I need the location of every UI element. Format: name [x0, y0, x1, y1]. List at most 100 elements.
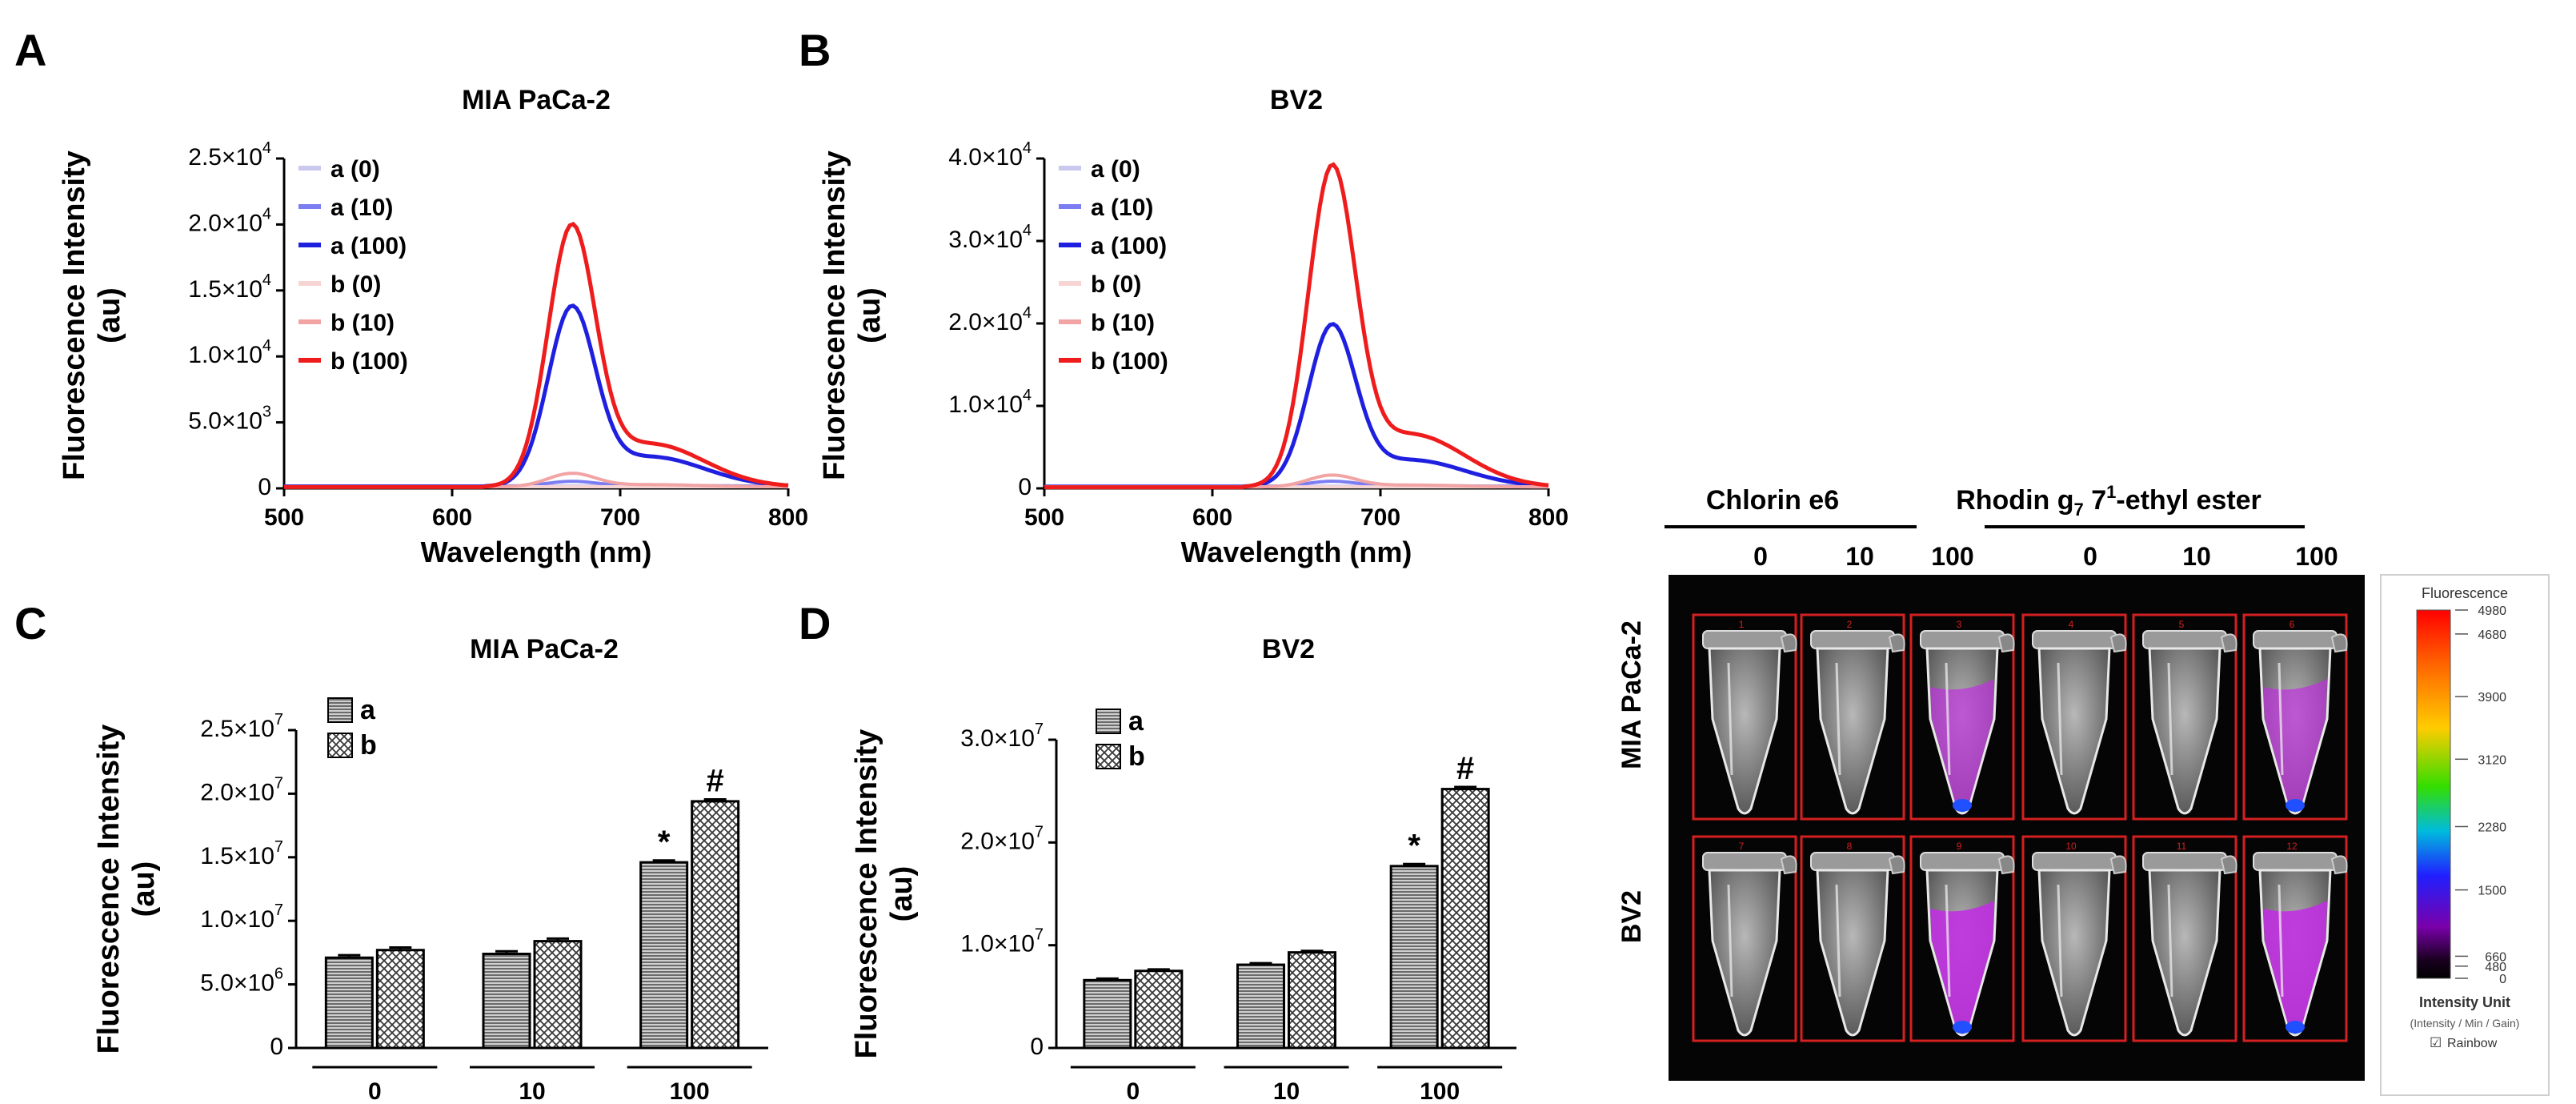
sample-tube: 11 [2132, 835, 2237, 1042]
tube-cap [1920, 630, 2005, 649]
chart-title: MIA PaCa-2 [462, 85, 611, 115]
roi-box [1909, 613, 2015, 821]
bar [1288, 951, 1336, 1050]
category-label: 0 [368, 1078, 382, 1104]
bar [1083, 978, 1132, 1050]
y-tick-label: 0 [1018, 474, 1032, 500]
concentration-label: 10 [1845, 542, 1874, 571]
tube-body [2148, 647, 2221, 815]
roi-number: 4 [2069, 619, 2074, 630]
sample-tube: 7 [1692, 835, 1797, 1042]
tube-cap [1810, 852, 1895, 871]
y-tick-label: 1.5×107 [200, 838, 283, 869]
x-tick-label: 600 [1192, 504, 1232, 531]
roi-box [1909, 835, 2015, 1042]
y-tick-label: 5.0×103 [188, 403, 271, 435]
roi-number: 2 [1847, 619, 1853, 630]
legend-swatch [1096, 744, 1121, 769]
chart-c: MIA PaCa-2 0 5.0×106 1.0×107 1.5×107 2.0×107 2… [92, 634, 768, 1104]
legend-label: a (100) [331, 233, 407, 259]
y-tick-label: 3.0×107 [960, 721, 1044, 752]
fluorescence-hotspot [2286, 1021, 2305, 1034]
tube-cap-hinge [2220, 633, 2237, 653]
sample-tube: 8 [1800, 835, 1905, 1042]
colorbar-box [2380, 574, 2550, 1096]
colorbar-gradient [2416, 609, 2451, 979]
tube-highlight [1727, 662, 1733, 776]
roi-box [1692, 835, 1797, 1042]
legend-label: a (0) [331, 156, 380, 183]
tube-body [2037, 869, 2111, 1037]
panel-letter-c: C [14, 598, 46, 648]
rainbow-checkbox-icon[interactable]: ☑ [2430, 1035, 2442, 1050]
legend-swatch [327, 697, 353, 723]
concentration-label: 0 [2083, 542, 2097, 571]
legend-label: b (10) [331, 310, 395, 336]
tube-highlight [1945, 662, 1951, 776]
y-axis-label-line-1: Fluorescence Intensity [818, 151, 851, 480]
significance-mark: * [1408, 828, 1420, 863]
tube-cap-hinge [2220, 855, 2237, 875]
x-tick-label: 800 [1528, 504, 1568, 531]
legend-label: b [360, 730, 377, 761]
y-tick-label: 1.0×107 [960, 926, 1044, 957]
colorbar-unit: Intensity Unit [2419, 994, 2510, 1010]
roi-number: 1 [1739, 619, 1745, 630]
tube-cap [1702, 852, 1787, 871]
y-tick-label: 1.5×104 [188, 271, 271, 303]
x-tick-label: 600 [432, 504, 472, 531]
bar [639, 861, 689, 1050]
roi-box [2242, 613, 2348, 821]
tube-highlight [2167, 884, 2173, 998]
y-tick-label: 1.0×104 [188, 337, 271, 368]
bar [482, 952, 531, 1050]
bar [1134, 970, 1184, 1050]
tube-highlight [2167, 662, 2173, 776]
y-tick-label: 4.0×104 [948, 139, 1032, 171]
roi-number: 12 [2286, 841, 2298, 852]
tube-cap [1702, 630, 1787, 649]
x-tick-label: 800 [768, 504, 808, 531]
bar [533, 940, 583, 1050]
concentration-label: 0 [1753, 542, 1768, 571]
roi-number: 7 [1739, 841, 1745, 852]
legend-label: b (0) [331, 271, 381, 298]
group-label-rhodin: Rhodin g7 71-ethyl ester [1956, 482, 2262, 520]
fluorescence-signal [1930, 679, 1994, 810]
series-line [284, 221, 789, 489]
fluorescence-hotspot [2286, 799, 2305, 812]
y-tick-label: 2.5×107 [200, 711, 283, 742]
category-label: 100 [670, 1078, 710, 1104]
panel-letter-b: B [799, 25, 831, 75]
tube-body [1816, 647, 1889, 815]
legend-swatch [327, 733, 353, 758]
y-tick-label: 5.0×106 [200, 965, 283, 997]
tube-cap-hinge [1997, 855, 2015, 875]
concentration-label: 100 [1931, 542, 1973, 571]
roi-number: 6 [2290, 619, 2295, 630]
legend-label: a (0) [1091, 156, 1140, 183]
tube-cap-hinge [2109, 633, 2127, 653]
tube-highlight [2278, 884, 2284, 998]
tube-cap [2253, 852, 2338, 871]
roi-number: 10 [2065, 841, 2077, 852]
tube-body [2037, 647, 2111, 815]
sample-tube: 4 [2021, 613, 2127, 821]
chart-title: BV2 [1262, 634, 1315, 664]
tube-highlight [1835, 884, 1841, 998]
y-tick-label: 1.0×107 [200, 901, 283, 933]
y-tick-label: 0 [270, 1034, 283, 1060]
tube-highlight [1835, 662, 1841, 776]
tube-cap [2253, 630, 2338, 649]
rainbow-checkbox-label: Rainbow [2447, 1037, 2498, 1050]
colorbar-tick-label: 4980 [2478, 604, 2506, 618]
legend-label: b [1128, 741, 1145, 772]
roi-number: 8 [1847, 841, 1853, 852]
tube-body [1708, 869, 1781, 1037]
sample-tube: 5 [2132, 613, 2237, 821]
roi-box [2132, 613, 2237, 821]
imaging-background [1669, 575, 2365, 1081]
tube-cap [1920, 852, 2005, 871]
tube-cap-hinge [1888, 855, 1905, 875]
y-axis-label-line-1: Fluorescence Intensity [850, 729, 883, 1059]
